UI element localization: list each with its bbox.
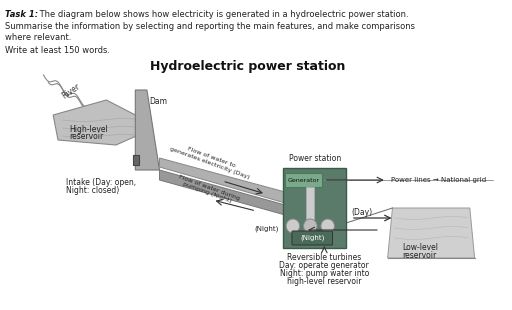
Text: Day: operate generator: Day: operate generator — [280, 261, 369, 270]
FancyBboxPatch shape — [292, 231, 332, 245]
Text: Summarise the information by selecting and reporting the main features, and make: Summarise the information by selecting a… — [5, 22, 415, 31]
Text: Write at least 150 words.: Write at least 150 words. — [5, 46, 110, 55]
Text: Reversible turbines: Reversible turbines — [287, 253, 361, 262]
Bar — [306, 187, 314, 227]
Text: Task 1:: Task 1: — [5, 10, 38, 19]
Bar — [285, 173, 322, 187]
Circle shape — [286, 219, 300, 233]
Text: (Night): (Night) — [254, 226, 279, 232]
Text: Dam: Dam — [149, 97, 167, 106]
Text: Flow of water during
pumping (Night): Flow of water during pumping (Night) — [176, 174, 240, 206]
Text: Night: pump water into: Night: pump water into — [280, 269, 369, 278]
Bar — [283, 168, 346, 248]
Text: reservoir: reservoir — [70, 132, 104, 141]
Text: River: River — [60, 82, 81, 101]
Text: Hydroelectric power station: Hydroelectric power station — [150, 60, 345, 73]
Text: Night: closed): Night: closed) — [66, 186, 119, 195]
Text: Intake (Day: open,: Intake (Day: open, — [66, 178, 136, 187]
Text: (Day): (Day) — [351, 208, 372, 217]
Text: high-level reservoir: high-level reservoir — [287, 277, 361, 286]
Polygon shape — [388, 208, 475, 258]
Text: Low-level: Low-level — [402, 243, 438, 252]
Polygon shape — [160, 170, 285, 215]
Bar — [134, 155, 139, 165]
Text: reservoir: reservoir — [402, 251, 436, 260]
Polygon shape — [160, 158, 285, 203]
Text: High-level: High-level — [70, 125, 109, 134]
Text: Flow of water to
generates electricity (Day): Flow of water to generates electricity (… — [169, 140, 252, 179]
Text: Power station: Power station — [289, 154, 341, 163]
Text: Power lines → National grid: Power lines → National grid — [392, 177, 486, 183]
Text: The diagram below shows how electricity is generated in a hydroelectric power st: The diagram below shows how electricity … — [37, 10, 409, 19]
Circle shape — [304, 219, 317, 233]
Polygon shape — [53, 100, 150, 145]
Text: where relevant.: where relevant. — [5, 33, 71, 42]
Text: Generator: Generator — [287, 178, 319, 183]
Text: (Night): (Night) — [300, 235, 325, 241]
Polygon shape — [135, 90, 160, 170]
Circle shape — [321, 219, 334, 233]
